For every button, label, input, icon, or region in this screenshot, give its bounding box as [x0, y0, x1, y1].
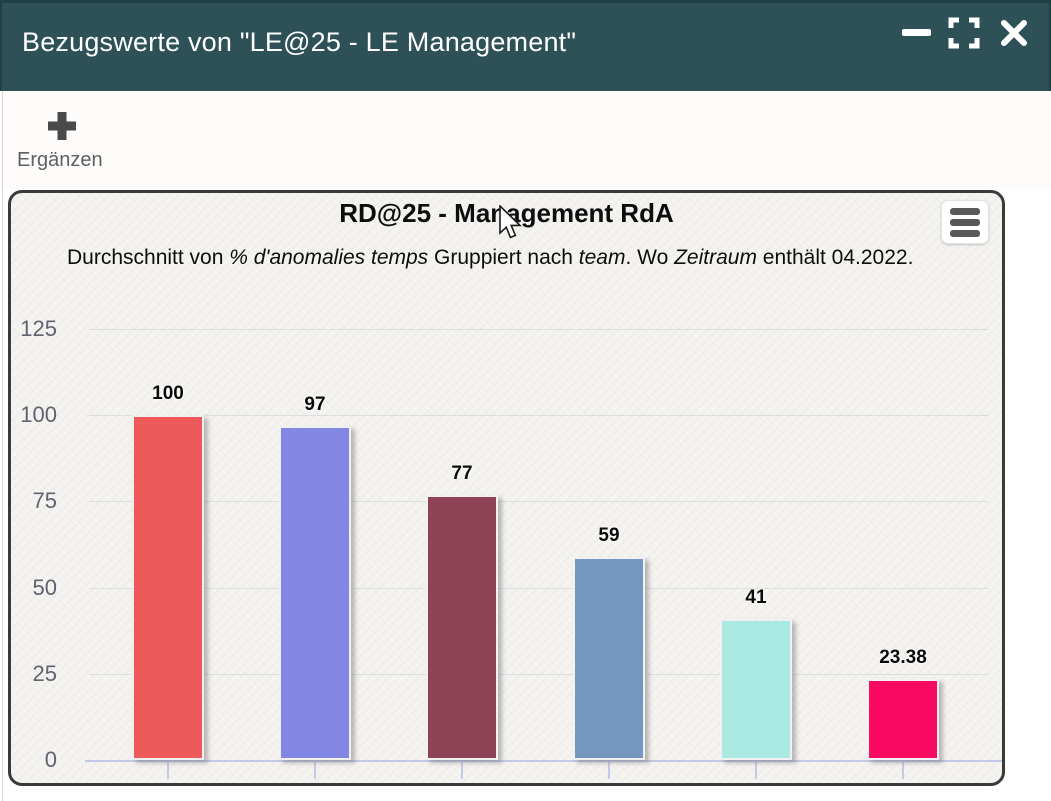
minimize-button[interactable]: [902, 15, 931, 51]
bar-5[interactable]: [720, 618, 792, 760]
window-controls: [902, 15, 1031, 51]
y-axis-label-100: 100: [20, 402, 57, 428]
left-edge-divider: [2, 91, 3, 801]
gridline-100: [89, 415, 988, 417]
x-axis-tick-1: [167, 762, 169, 779]
chart-panel: RD@25 - Management RdA Durchschnitt von …: [8, 190, 1005, 786]
close-button[interactable]: [997, 15, 1031, 51]
y-axis-label-125: 125: [20, 316, 57, 341]
x-axis-tick-4: [608, 762, 610, 779]
bar-value-label-1: 100: [152, 383, 184, 405]
fullscreen-button[interactable]: [947, 15, 981, 51]
hamburger-icon: [950, 207, 980, 215]
x-axis-tick-6: [902, 762, 904, 779]
y-axis-label-25: 25: [32, 660, 57, 686]
chart-plot-area: 0 25 50 75 100 125 100 97 77 59 41 23.38: [11, 193, 1002, 783]
plus-icon: [48, 112, 76, 140]
y-axis-label-75: 75: [32, 488, 57, 514]
chart-subtitle: Durchschnitt von % d'anomalies temps Gru…: [67, 246, 914, 269]
toolbar: Ergänzen: [0, 91, 1051, 190]
bar-value-label-6: 23.38: [879, 647, 927, 669]
bar-2[interactable]: [279, 425, 351, 760]
add-button-label: Ergänzen: [17, 149, 103, 171]
close-icon: [1001, 20, 1027, 46]
x-axis-line: [85, 760, 1002, 762]
fullscreen-icon: [948, 17, 980, 49]
bar-value-label-3: 77: [451, 462, 473, 484]
chart-menu-button[interactable]: [941, 200, 989, 244]
dialog-header: Bezugswerte von "LE@25 - LE Management": [0, 0, 1051, 91]
add-button[interactable]: Ergänzen: [10, 105, 120, 177]
dialog-title: Bezugswerte von "LE@25 - LE Management": [22, 27, 577, 57]
bar-value-label-2: 97: [304, 393, 326, 415]
gridline-50: [89, 587, 988, 589]
x-axis-tick-5: [755, 762, 757, 779]
bar-4[interactable]: [573, 556, 645, 760]
gridline-75: [89, 501, 988, 503]
gridline-25: [89, 673, 988, 675]
minimize-icon: [902, 29, 931, 36]
bar-1[interactable]: [132, 415, 204, 760]
gridline-125: [89, 329, 988, 330]
x-axis-tick-3: [461, 762, 463, 779]
y-axis-label-0: 0: [44, 747, 57, 772]
bar-6[interactable]: [867, 679, 939, 760]
bar-value-label-5: 41: [745, 586, 767, 608]
bar-3[interactable]: [426, 494, 498, 760]
bar-value-label-4: 59: [598, 524, 620, 546]
x-axis-tick-2: [314, 762, 316, 779]
y-axis-label-50: 50: [32, 574, 57, 600]
